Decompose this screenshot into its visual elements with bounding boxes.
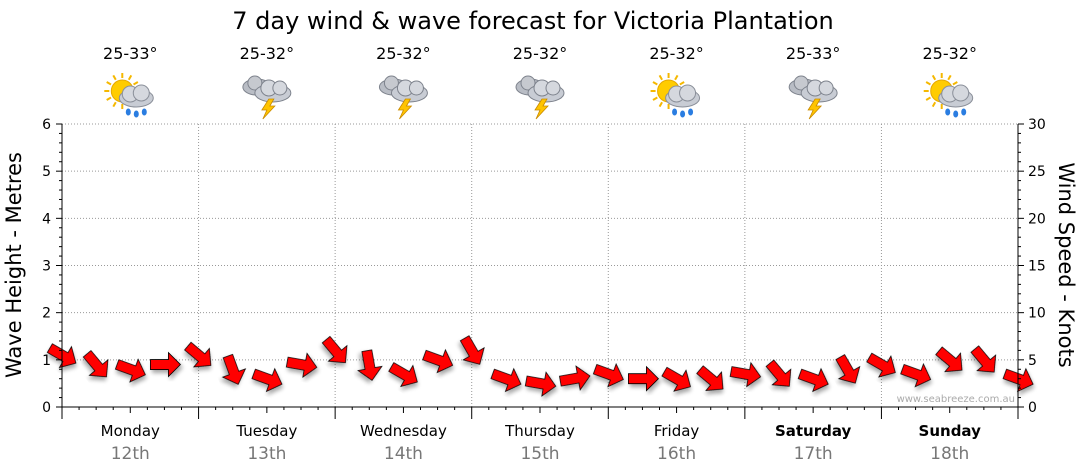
wind-arrow [221, 353, 247, 385]
wind-arrow [628, 365, 659, 392]
right-tick-label: 25 [1028, 164, 1046, 180]
left-tick-label: 3 [42, 259, 51, 275]
sun-cloud-rain-icon [104, 73, 154, 118]
day-name: Tuesday [235, 422, 297, 440]
left-tick-label: 5 [42, 164, 51, 180]
wind-arrow [835, 354, 861, 384]
wind-arrow [765, 359, 792, 387]
wind-arrow [935, 346, 963, 373]
wind-arrow [285, 352, 318, 378]
wind-arrow [490, 367, 522, 393]
day-date: 15th [520, 444, 559, 464]
day-name: Thursday [504, 422, 575, 440]
day-temperature: 25-32° [922, 44, 977, 63]
chart-grid [62, 123, 1018, 407]
left-tick-label: 6 [42, 117, 51, 133]
right-axis-label: Wind Speed - Knots [1054, 162, 1078, 367]
day-date: 17th [794, 444, 833, 464]
wind-arrow [696, 365, 724, 391]
cloud-storm-icon [378, 75, 428, 120]
wind-arrow [559, 365, 591, 391]
wind-arrow [592, 363, 624, 388]
right-tick-label: 30 [1028, 117, 1046, 133]
cloud-storm-icon [515, 75, 565, 120]
chart-title: 7 day wind & wave forecast for Victoria … [232, 7, 834, 35]
day-labels: Monday 12th Tuesday 13th Wednesday 14th Thursd… [101, 422, 981, 464]
wind-arrow [251, 367, 283, 393]
day-temperature: 25-33° [786, 44, 841, 63]
day-date: 18th [930, 444, 969, 464]
wind-arrow [524, 371, 557, 397]
sun-cloud-rain-icon [650, 73, 701, 118]
wind-arrow [321, 335, 348, 364]
cloud-storm-icon [242, 75, 292, 120]
wind-arrow [729, 361, 762, 388]
day-name: Sunday [919, 422, 982, 440]
day-name: Saturday [775, 422, 852, 440]
day-date: 16th [657, 444, 696, 464]
left-axis-ticks: 0 1 2 3 4 5 6 [42, 117, 51, 416]
day-temperature: 25-33° [103, 44, 158, 63]
day-date: 14th [384, 444, 423, 464]
wind-arrow [150, 351, 181, 378]
wind-arrow [900, 363, 932, 388]
left-tick-label: 1 [42, 353, 51, 369]
left-axis-label: Wave Height - Metres [2, 152, 26, 378]
wind-arrows [46, 335, 1034, 397]
wind-arrow [82, 350, 109, 378]
sun-cloud-rain-icon [923, 73, 974, 118]
wind-arrow [459, 335, 485, 365]
weather-icons [104, 73, 974, 120]
wind-arrow [797, 367, 829, 393]
wind-arrow [661, 366, 691, 392]
day-date: 13th [247, 444, 286, 464]
day-temperature: 25-32° [513, 44, 568, 63]
day-name: Monday [101, 422, 160, 440]
right-tick-label: 15 [1028, 259, 1046, 275]
wind-arrow [184, 341, 212, 368]
temperature-labels: 25-33° 25-32° 25-32° 25-32° 25-32° 25-33° 25-3… [103, 44, 977, 63]
wind-arrow [357, 349, 383, 381]
wind-arrow [970, 345, 997, 373]
wind-arrow [866, 352, 896, 378]
chart-axes [56, 123, 1024, 419]
day-temperature: 25-32° [649, 44, 704, 63]
left-tick-label: 0 [42, 400, 51, 416]
left-tick-label: 4 [42, 211, 51, 227]
right-axis-ticks: 0 5 10 15 20 25 30 [1028, 117, 1046, 416]
right-tick-label: 5 [1028, 353, 1037, 369]
left-tick-label: 2 [42, 306, 51, 322]
day-temperature: 25-32° [376, 44, 431, 63]
wind-arrow [114, 358, 146, 383]
cloud-storm-icon [788, 75, 838, 120]
right-tick-label: 20 [1028, 211, 1046, 227]
wind-arrow [388, 362, 418, 388]
watermark: www.seabreeze.com.au [897, 394, 1015, 405]
wind-arrow [422, 348, 454, 374]
right-tick-label: 10 [1028, 306, 1046, 322]
day-date: 12th [111, 444, 150, 464]
day-name: Friday [654, 422, 700, 440]
day-name: Wednesday [360, 422, 447, 440]
right-tick-label: 0 [1028, 400, 1037, 416]
day-temperature: 25-32° [240, 44, 295, 63]
